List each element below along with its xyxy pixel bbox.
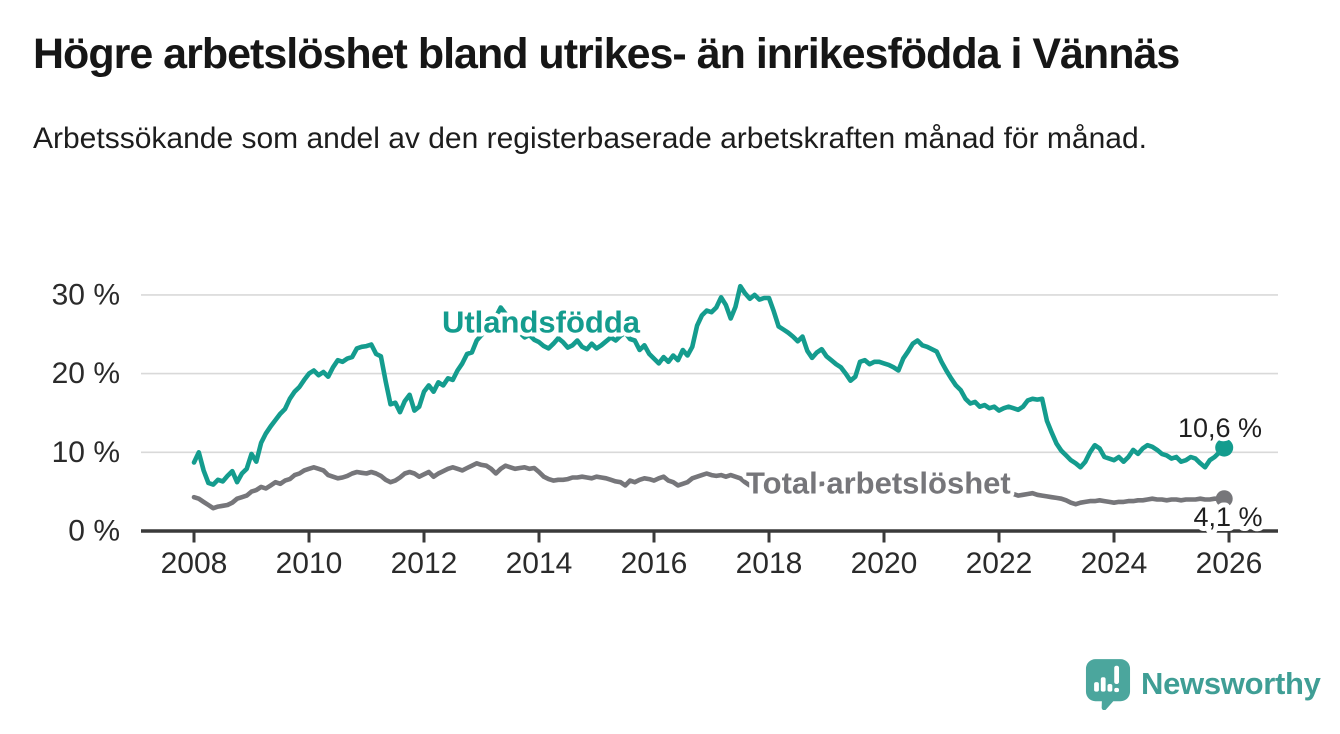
series-label-total: Total arbetslöshet xyxy=(746,466,1011,501)
x-axis-tick-label: 2022 xyxy=(966,547,1033,580)
newsworthy-logo-icon xyxy=(1085,659,1131,710)
logo-bars-icon xyxy=(1094,665,1120,693)
y-axis-tick-label: 10 % xyxy=(52,436,120,469)
page-subtitle: Arbetssökande som andel av den registerb… xyxy=(33,122,1147,155)
newsworthy-logo-text: Newsworthy xyxy=(1141,666,1321,701)
y-axis-tick-label: 0 % xyxy=(68,515,120,548)
speech-bubble-shape xyxy=(1085,659,1131,710)
x-axis-tick-label: 2020 xyxy=(851,547,918,580)
endpoint-dot-total xyxy=(1215,490,1233,508)
x-axis-tick-label: 2016 xyxy=(621,547,688,580)
x-axis-tick-label: 2010 xyxy=(276,547,343,580)
page-title: Högre arbetslöshet bland utrikes- än inr… xyxy=(33,30,1180,78)
x-axis-tick-label: 2012 xyxy=(391,547,458,580)
x-axis-tick-label: 2024 xyxy=(1081,547,1148,580)
x-axis-tick-label: 2014 xyxy=(506,547,573,580)
y-axis-tick-label: 30 % xyxy=(52,278,120,311)
x-axis-tick-label: 2018 xyxy=(736,547,803,580)
x-axis-tick-label: 2008 xyxy=(161,547,228,580)
x-axis-tick-label: 2026 xyxy=(1196,547,1263,580)
end-value-label-utlandsfodda: 10,6 % xyxy=(1178,413,1262,443)
endpoint-dot-utlandsfodda xyxy=(1215,438,1234,457)
y-axis-tick-label: 20 % xyxy=(52,357,120,390)
newsworthy-logo: Newsworthy xyxy=(1085,658,1321,710)
series-line-utlandsfodda xyxy=(191,283,1227,487)
end-value-label-total: 4,1 % xyxy=(1193,502,1262,532)
series-label-utlandsfodda: Utlandsfödda xyxy=(442,305,641,340)
series-line-total xyxy=(191,460,1227,511)
